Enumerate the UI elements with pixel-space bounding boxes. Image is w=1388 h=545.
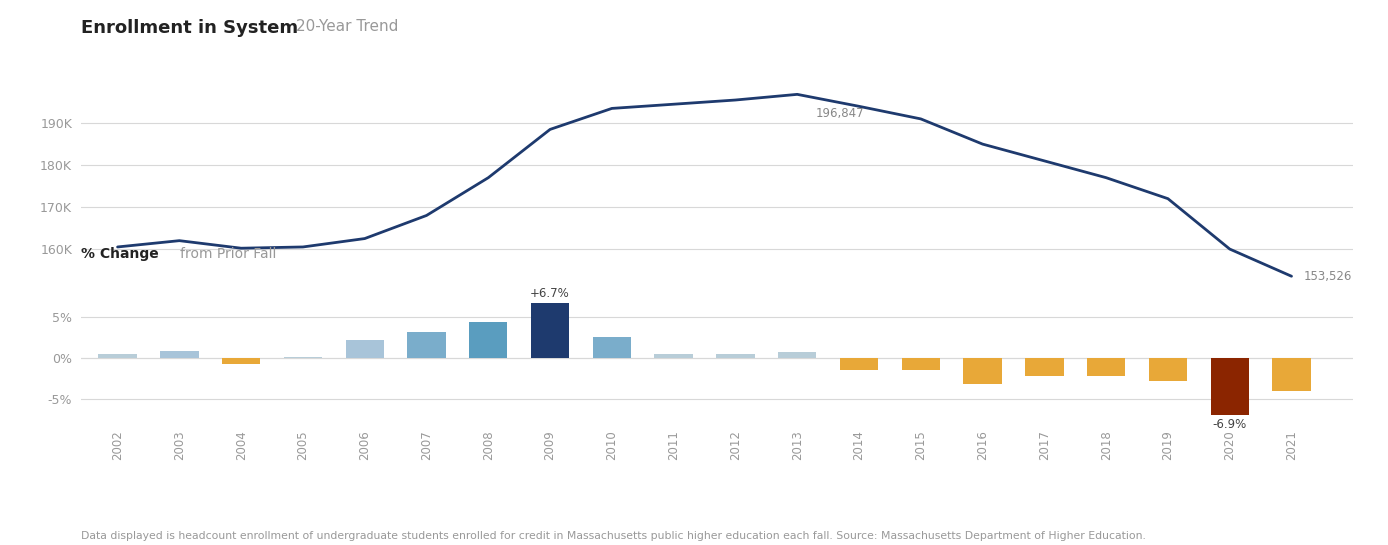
Bar xyxy=(716,354,755,358)
Text: from Prior Fall: from Prior Fall xyxy=(180,247,276,261)
Bar xyxy=(1026,358,1063,376)
Text: % Change: % Change xyxy=(81,247,158,261)
Bar xyxy=(160,351,198,358)
Bar xyxy=(840,358,879,371)
Bar xyxy=(902,358,940,371)
Bar xyxy=(346,340,384,358)
Bar xyxy=(283,356,322,358)
Text: 20-Year Trend: 20-Year Trend xyxy=(296,19,398,34)
Bar xyxy=(1149,358,1187,381)
Bar xyxy=(532,304,569,358)
Bar xyxy=(655,354,693,358)
Bar xyxy=(407,332,446,358)
Bar xyxy=(1273,358,1310,391)
Text: -6.9%: -6.9% xyxy=(1213,418,1246,431)
Text: +6.7%: +6.7% xyxy=(530,287,570,300)
Bar xyxy=(1087,358,1126,376)
Text: 153,526: 153,526 xyxy=(1303,270,1352,283)
Bar xyxy=(99,354,137,358)
Text: Data displayed is headcount enrollment of undergraduate students enrolled for cr: Data displayed is headcount enrollment o… xyxy=(81,531,1145,541)
Bar xyxy=(222,358,261,364)
Bar xyxy=(593,337,632,358)
Bar xyxy=(469,322,508,358)
Bar xyxy=(779,353,816,358)
Bar xyxy=(1210,358,1249,415)
Bar xyxy=(963,358,1002,384)
Text: Enrollment in System: Enrollment in System xyxy=(81,19,297,37)
Text: 196,847: 196,847 xyxy=(816,107,865,120)
